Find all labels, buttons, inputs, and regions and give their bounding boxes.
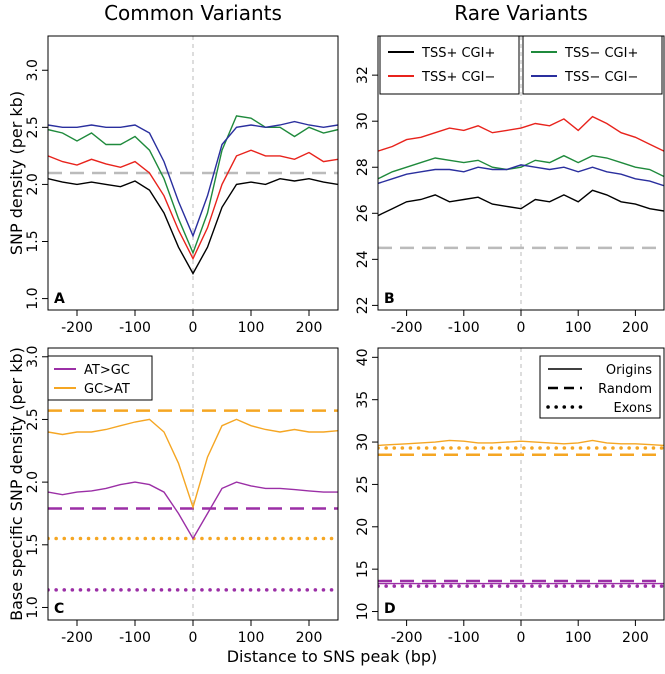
x-tick-label: 100 xyxy=(565,320,592,336)
legend-box xyxy=(379,35,520,95)
panel-label: C xyxy=(54,601,64,617)
data-line xyxy=(48,177,338,275)
y-axis-label: Base specific SNP density (per kb) xyxy=(7,347,26,621)
data-line xyxy=(378,115,664,152)
x-tick-label: 0 xyxy=(189,630,198,646)
y-tick-label: 24 xyxy=(355,250,371,268)
x-tick-label: -200 xyxy=(61,320,93,336)
x-tick-label: 100 xyxy=(238,320,265,336)
x-tick-label: -100 xyxy=(119,630,151,646)
y-tick-label: 20 xyxy=(355,518,371,536)
x-tick-label: 200 xyxy=(622,630,649,646)
panel-title: Rare Variants xyxy=(454,1,588,25)
legend-box xyxy=(47,355,153,401)
y-tick-label: 1.5 xyxy=(25,230,41,252)
y-tick-label: 28 xyxy=(355,158,371,176)
plot-frame xyxy=(47,35,339,311)
panel-label: D xyxy=(384,601,396,617)
panel-label: B xyxy=(384,291,395,307)
legend-label: Random xyxy=(598,382,652,397)
legend-label: TSS+ CGI− xyxy=(421,70,495,85)
legend-box xyxy=(539,355,661,419)
x-tick-label: 0 xyxy=(517,630,526,646)
legend-label: TSS+ CGI+ xyxy=(421,46,495,61)
y-tick-label: 3.0 xyxy=(25,59,41,81)
data-line xyxy=(378,164,664,187)
plot-area xyxy=(378,439,664,588)
legend-label: TSS− CGI+ xyxy=(564,46,638,61)
x-tick-label: -100 xyxy=(448,320,480,336)
legend-label: Exons xyxy=(614,401,653,416)
x-tick-label: 100 xyxy=(565,630,592,646)
y-tick-label: 2.5 xyxy=(25,408,41,430)
x-tick-label: -200 xyxy=(391,320,423,336)
plot-area xyxy=(48,409,338,592)
y-tick-label: 2.0 xyxy=(25,471,41,493)
y-tick-label: 15 xyxy=(355,560,371,578)
x-tick-label: 0 xyxy=(189,320,198,336)
x-tick-label: 200 xyxy=(296,320,323,336)
data-line xyxy=(48,115,338,255)
plot-area xyxy=(378,115,664,250)
x-tick-label: -200 xyxy=(61,630,93,646)
data-line xyxy=(48,418,338,510)
panel-title: Common Variants xyxy=(104,1,282,25)
data-line xyxy=(378,439,664,447)
y-tick-label: 30 xyxy=(355,433,371,451)
data-line xyxy=(48,120,338,238)
plot-frame xyxy=(377,347,665,621)
data-line xyxy=(378,154,664,180)
y-tick-label: 35 xyxy=(355,391,371,409)
y-tick-label: 2.5 xyxy=(25,116,41,138)
y-tick-label: 1.0 xyxy=(25,287,41,309)
y-tick-label: 30 xyxy=(355,112,371,130)
y-tick-label: 3.0 xyxy=(25,346,41,368)
plot-frame xyxy=(47,347,339,621)
y-tick-label: 26 xyxy=(355,204,371,222)
legend-label: TSS− CGI− xyxy=(564,70,638,85)
y-tick-label: 1.5 xyxy=(25,534,41,556)
x-tick-label: 200 xyxy=(296,630,323,646)
y-tick-label: 10 xyxy=(355,603,371,621)
y-tick-label: 22 xyxy=(355,296,371,314)
y-axis-label: SNP density (per kb) xyxy=(7,91,26,255)
y-tick-label: 2.0 xyxy=(25,173,41,195)
plot-frame xyxy=(377,35,665,311)
x-tick-label: 200 xyxy=(622,320,649,336)
legend-box xyxy=(522,35,663,95)
y-tick-label: 32 xyxy=(355,66,371,84)
x-axis-label: Distance to SNS peak (bp) xyxy=(227,647,438,666)
y-tick-label: 40 xyxy=(355,348,371,366)
panel-label: A xyxy=(54,291,65,307)
plot-area xyxy=(48,115,338,275)
y-tick-label: 1.0 xyxy=(25,596,41,618)
data-line xyxy=(378,189,664,217)
legend-label: GC>AT xyxy=(84,382,130,397)
data-line xyxy=(48,481,338,540)
y-tick-label: 25 xyxy=(355,476,371,494)
x-tick-label: 0 xyxy=(517,320,526,336)
x-tick-label: -200 xyxy=(391,630,423,646)
legend-label: Origins xyxy=(606,363,652,378)
x-tick-label: -100 xyxy=(448,630,480,646)
x-tick-label: -100 xyxy=(119,320,151,336)
x-tick-label: 100 xyxy=(238,630,265,646)
legend-label: AT>GC xyxy=(84,363,130,378)
data-line xyxy=(48,149,338,261)
